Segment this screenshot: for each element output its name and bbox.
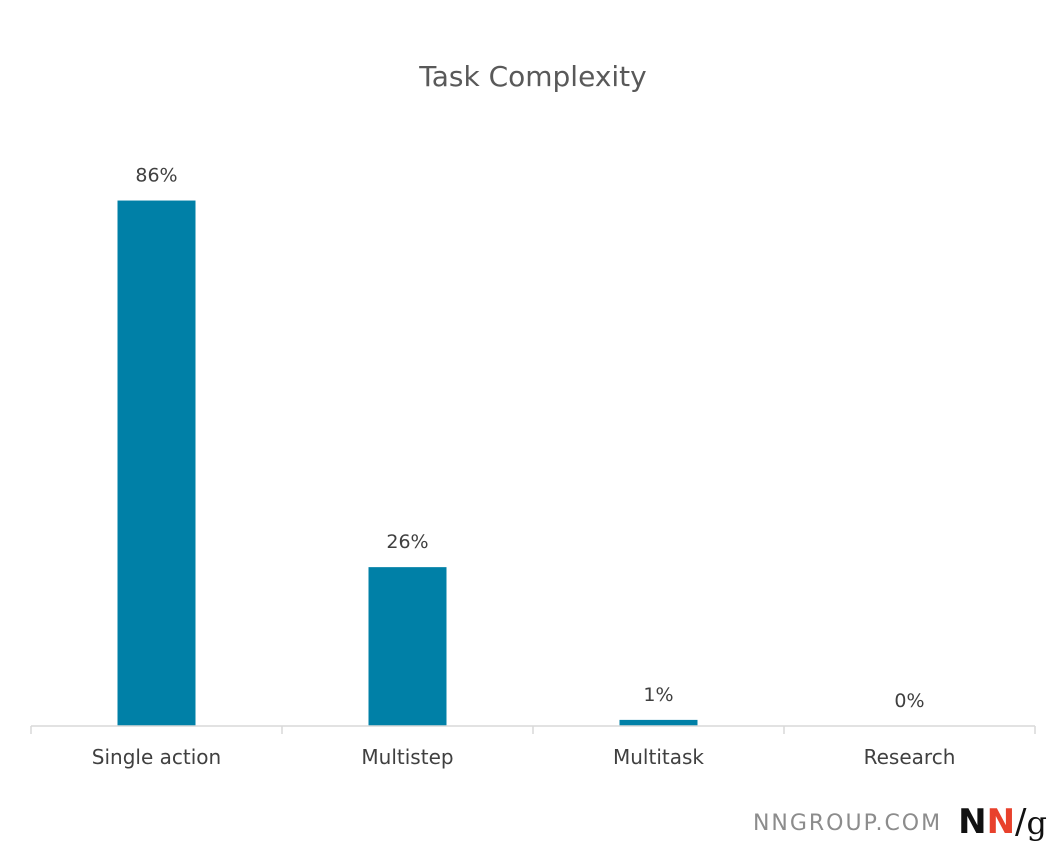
data-label-single-action: 86% xyxy=(135,165,177,187)
logo-letter-n-red: N xyxy=(986,802,1016,842)
data-label-multitask: 1% xyxy=(643,684,673,706)
logo-slash: / xyxy=(1015,802,1027,842)
logo-letter-n-black: N xyxy=(958,802,987,842)
tick-label-research: Research xyxy=(864,745,956,769)
tick-label-single-action: Single action xyxy=(92,745,221,769)
data-labels-group: 86% 26% 1% 0% xyxy=(135,165,924,712)
site-name: NNGROUP.COM xyxy=(752,811,943,836)
tick-label-multistep: Multistep xyxy=(361,745,453,769)
x-axis-ticks xyxy=(30,726,1036,734)
bar-single-action xyxy=(117,200,196,727)
logo-letter-g: g xyxy=(1026,804,1047,842)
branding: NNGROUP.COM N N / g xyxy=(753,805,1047,839)
bar-multistep xyxy=(368,567,447,726)
x-axis-tick-labels: Single action Multistep Multitask Research xyxy=(92,745,956,769)
chart-title: Task Complexity xyxy=(418,60,646,93)
data-label-research: 0% xyxy=(894,690,924,712)
tick-label-multitask: Multitask xyxy=(613,745,704,769)
bars-group xyxy=(117,200,698,727)
data-label-multistep: 26% xyxy=(386,531,428,553)
nng-logo: N N / g xyxy=(958,805,1047,839)
bar-multitask xyxy=(619,719,698,726)
